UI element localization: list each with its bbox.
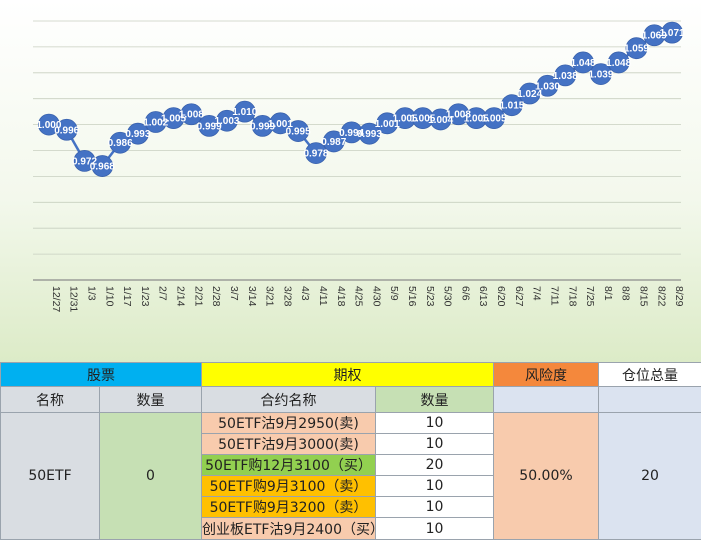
x-tick-label: 8/15 (637, 286, 649, 307)
x-tick-label: 8/29 (673, 286, 685, 307)
option-qty-column-header: 数量 (376, 387, 494, 413)
x-tick-label: 4/11 (317, 286, 329, 306)
x-tick-label: 8/22 (655, 286, 667, 307)
x-tick-label: 6/6 (459, 286, 471, 301)
position-value-cell: 20 (599, 413, 701, 540)
risk-header: 风险度 (494, 363, 599, 387)
data-label: 0.993 (125, 129, 150, 140)
x-tick-label: 8/1 (602, 286, 614, 301)
x-tick-label: 7/25 (584, 286, 596, 307)
data-label: 1.030 (535, 81, 560, 92)
contract-name-cell: 50ETF购9月3100（卖） (202, 476, 376, 497)
stock-qty-cell: 0 (100, 413, 202, 540)
position-subheader-blank (599, 387, 701, 413)
x-tick-label: 3/14 (246, 286, 258, 307)
data-label: 1.048 (571, 58, 596, 69)
x-tick-label: 1/23 (139, 286, 151, 307)
line-chart: 12/27 12/31 1/3 1/10 1/17 1/23 2/7 2/14 2/21 2/28… (0, 0, 701, 362)
contract-qty-cell: 10 (376, 497, 494, 518)
stock-header: 股票 (1, 363, 202, 387)
data-label: 0.978 (303, 149, 328, 160)
x-tick-label: 1/17 (121, 286, 133, 307)
contract-qty-cell: 10 (376, 434, 494, 455)
x-tick-label: 4/25 (353, 286, 365, 307)
contract-qty-cell: 20 (376, 455, 494, 476)
data-label: 1.048 (606, 58, 631, 69)
contract-name-cell: 创业板ETF沽9月2400（买） (202, 518, 376, 540)
data-markers (38, 22, 682, 176)
x-tick-label: 7/11 (548, 286, 560, 306)
contract-qty-cell: 10 (376, 413, 494, 434)
risk-subheader-blank (494, 387, 599, 413)
option-header: 期权 (202, 363, 494, 387)
data-label: 0.968 (90, 162, 115, 173)
x-tick-label: 2/14 (175, 286, 187, 307)
contract-qty-cell: 10 (376, 518, 494, 540)
data-label: 1.010 (232, 107, 257, 118)
risk-value-cell: 50.00% (494, 413, 599, 540)
data-label: 1.038 (553, 71, 578, 82)
x-tick-label: 5/23 (424, 286, 436, 307)
data-label: 0.996 (54, 125, 79, 136)
position-table: 股票 期权 风险度 仓位总量 名称 数量 合约名称 数量 50ETF 0 50E… (0, 362, 701, 540)
data-label: 1.015 (499, 101, 524, 112)
data-label: 0.995 (286, 127, 311, 138)
x-axis: 12/27 12/31 1/3 1/10 1/17 1/23 2/7 2/14 2/21 2/28… (50, 286, 685, 312)
x-tick-label: 2/28 (210, 286, 222, 307)
data-label: 0.993 (357, 129, 382, 140)
x-tick-label: 4/3 (299, 286, 311, 301)
data-label: 1.005 (482, 114, 507, 125)
data-label: 1.059 (624, 44, 649, 55)
x-tick-label: 6/27 (513, 286, 525, 307)
x-tick-label: 5/30 (442, 286, 454, 307)
x-tick-label: 6/20 (495, 286, 507, 307)
contract-column-header: 合约名称 (202, 387, 376, 413)
x-tick-label: 3/28 (281, 286, 293, 307)
name-column-header: 名称 (1, 387, 100, 413)
contract-name-cell: 50ETF购12月3100（买） (202, 455, 376, 476)
x-tick-label: 3/21 (264, 286, 276, 307)
position-header: 仓位总量 (599, 363, 701, 387)
x-tick-label: 5/16 (406, 286, 418, 307)
data-label: 1.071 (660, 28, 685, 39)
x-tick-label: 8/8 (620, 286, 632, 301)
contract-name-cell: 50ETF沽9月2950(卖) (202, 413, 376, 434)
data-label: 1.008 (179, 110, 204, 121)
x-tick-label: 12/31 (68, 286, 80, 312)
x-tick-label: 4/30 (370, 286, 382, 307)
data-label: 1.039 (588, 70, 613, 81)
qty-column-header: 数量 (100, 387, 202, 413)
x-tick-label: 1/3 (86, 286, 98, 301)
x-tick-label: 6/13 (477, 286, 489, 307)
x-tick-label: 5/9 (388, 286, 400, 301)
x-tick-label: 1/10 (103, 286, 115, 307)
chart-area: 12/27 12/31 1/3 1/10 1/17 1/23 2/7 2/14 2/21 2/28… (0, 0, 701, 362)
x-tick-label: 2/7 (157, 286, 169, 301)
x-tick-label: 4/18 (335, 286, 347, 307)
contract-name-cell: 50ETF购9月3200（卖） (202, 497, 376, 518)
x-tick-label: 7/4 (531, 286, 543, 301)
x-tick-label: 12/27 (50, 286, 62, 312)
contract-name-cell: 50ETF沽9月3000(卖) (202, 434, 376, 455)
x-tick-label: 2/21 (192, 286, 204, 307)
stock-name-cell: 50ETF (1, 413, 100, 540)
x-tick-label: 3/7 (228, 286, 240, 301)
x-tick-label: 7/18 (566, 286, 578, 307)
contract-qty-cell: 10 (376, 476, 494, 497)
